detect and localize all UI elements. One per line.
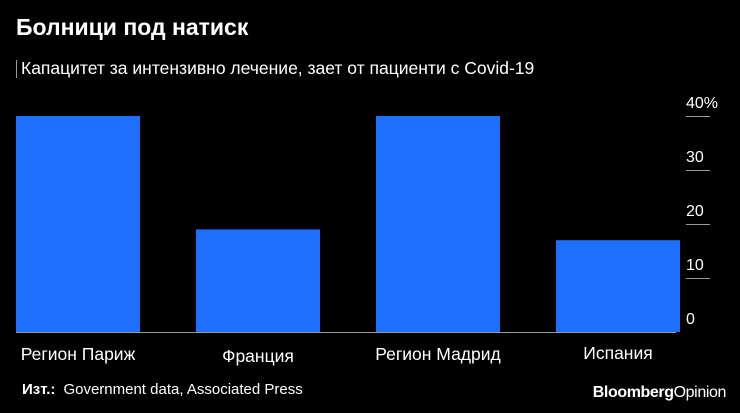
chart-title: Болници под натиск (16, 14, 249, 40)
bar-1 (16, 116, 140, 332)
y-tick-label-0: 0 (686, 311, 695, 328)
source-label: Изт.: (22, 381, 56, 398)
category-label-3: Регион Мадрид (375, 344, 501, 364)
source-note: Изт.: Government data, Associated Press (22, 381, 303, 398)
y-tick-label-30: 30 (686, 149, 704, 166)
brand-main: Bloomberg (592, 384, 674, 401)
subtitle-divider (16, 60, 17, 78)
bar-3 (376, 116, 500, 332)
y-tick-label-20: 20 (686, 203, 704, 220)
category-label-2: Франция (222, 346, 294, 366)
category-label-4: Испания (583, 343, 652, 363)
category-label-1: Регион Париж (21, 344, 136, 364)
y-tick-label-40: 40% (686, 95, 718, 112)
source-text: Government data, Associated Press (63, 381, 303, 398)
brand-secondary: Opinion (673, 384, 727, 401)
chart-subtitle: Капацитет за интензивно лечение, зает от… (21, 58, 535, 78)
bar-4 (556, 240, 680, 332)
bar-2 (196, 229, 320, 332)
y-tick-label-10: 10 (686, 257, 704, 274)
bloomberg-opinion-logo: BloombergOpinion (592, 384, 727, 402)
